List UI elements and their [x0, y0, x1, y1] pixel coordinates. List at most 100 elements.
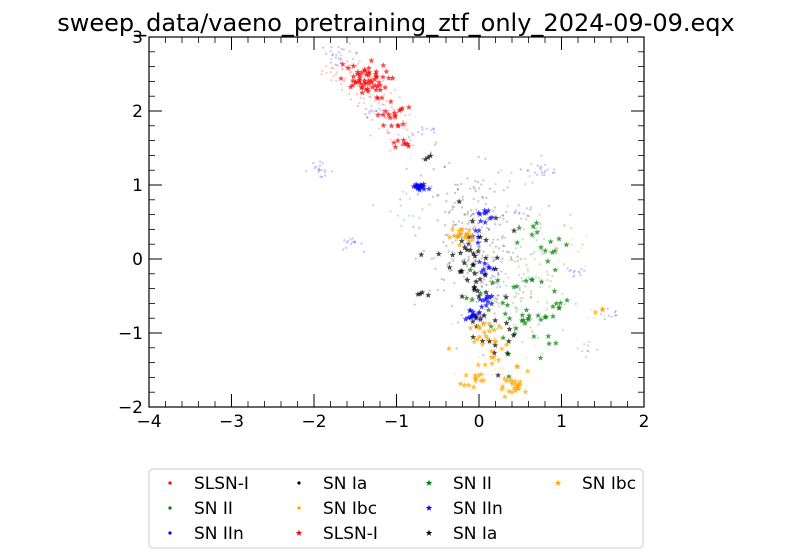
scatter-point [480, 377, 487, 384]
scatter-point [543, 173, 546, 177]
scatter-point [539, 222, 542, 226]
scatter-point [589, 308, 593, 311]
scatter-point [468, 313, 475, 319]
scatter-point [332, 75, 335, 78]
scatter-point [481, 281, 484, 284]
scatter-point [379, 73, 386, 80]
scatter-point [436, 219, 439, 222]
scatter-point [383, 93, 386, 96]
scatter-point [349, 243, 353, 246]
scatter-point [380, 111, 387, 118]
scatter-point [351, 237, 354, 240]
scatter-point [514, 306, 517, 309]
scatter-point [493, 359, 496, 362]
scatter-point [444, 233, 448, 237]
scatter-point [599, 312, 603, 315]
scatter-point [489, 277, 492, 280]
scatter-point [385, 74, 392, 81]
scatter-point [494, 254, 501, 261]
scatter-point [350, 98, 353, 101]
scatter-point [553, 245, 556, 248]
scatter-point [494, 183, 497, 186]
scatter-point [448, 269, 452, 272]
legend-entry: SN Ibc [297, 499, 377, 519]
scatter-point [506, 326, 513, 332]
scatter-point [317, 168, 321, 172]
scatter-point [385, 100, 388, 103]
scatter-point [518, 273, 521, 276]
scatter-point [537, 354, 544, 361]
scatter-point [486, 262, 489, 265]
scatter-point [496, 323, 503, 330]
scatter-point [563, 303, 566, 306]
scatter-point [529, 276, 536, 283]
scatter-point [472, 185, 475, 189]
scatter-point [494, 277, 501, 283]
scatter-point [453, 201, 456, 204]
scatter-point [472, 212, 475, 216]
scatter-point [432, 128, 436, 131]
scatter-point [501, 214, 504, 217]
scatter-points [305, 42, 618, 400]
scatter-point [383, 68, 390, 75]
scatter-point [370, 109, 373, 112]
scatter-point [414, 234, 417, 237]
scatter-point [474, 208, 478, 211]
scatter-point [566, 267, 569, 270]
scatter-point [506, 377, 513, 383]
scatter-point [468, 220, 471, 223]
scatter-point [478, 371, 485, 377]
scatter-point [472, 312, 480, 319]
scatter-point [431, 195, 435, 199]
scatter-point [586, 350, 589, 353]
scatter-point [360, 242, 363, 245]
scatter-point [530, 329, 533, 332]
scatter-point [482, 353, 485, 357]
scatter-point [470, 311, 477, 318]
scatter-point [477, 356, 480, 359]
series-9 [445, 225, 606, 400]
legend-label: SN IIn [194, 524, 244, 544]
scatter-point [511, 384, 518, 391]
scatter-point [537, 316, 544, 323]
scatter-point [476, 309, 483, 315]
scatter-point [555, 246, 558, 250]
scatter-point [505, 250, 509, 253]
scatter-point [455, 227, 462, 234]
scatter-point [541, 253, 544, 256]
legend-entry: SN Ibc [554, 474, 636, 494]
scatter-point [349, 82, 356, 88]
scatter-point [526, 169, 530, 172]
scatter-point [546, 340, 553, 347]
scatter-point [349, 77, 356, 84]
scatter-point [330, 45, 333, 49]
scatter-point [472, 374, 479, 381]
scatter-point [517, 292, 520, 296]
scatter-point [485, 207, 492, 214]
scatter-point [563, 241, 570, 248]
scatter-point [455, 223, 458, 226]
scatter-point [535, 312, 542, 319]
scatter-point [470, 383, 477, 390]
scatter-point [533, 171, 537, 174]
scatter-point [476, 221, 480, 225]
scatter-point [372, 82, 379, 89]
scatter-point [497, 294, 500, 297]
scatter-point [418, 227, 421, 230]
scatter-point [472, 197, 475, 201]
scatter-point [331, 53, 335, 56]
scatter-point [540, 249, 543, 252]
scatter-point [450, 304, 454, 308]
scatter-point [479, 341, 486, 347]
scatter-point [333, 63, 337, 66]
scatter-point [546, 278, 549, 282]
scatter-point [411, 144, 415, 147]
scatter-point [546, 273, 550, 277]
scatter-point [351, 241, 354, 244]
scatter-point [451, 232, 458, 239]
scatter-point [491, 209, 495, 212]
scatter-point [449, 226, 456, 233]
scatter-point [467, 258, 470, 261]
scatter-point [556, 304, 563, 311]
scatter-point [588, 340, 591, 344]
